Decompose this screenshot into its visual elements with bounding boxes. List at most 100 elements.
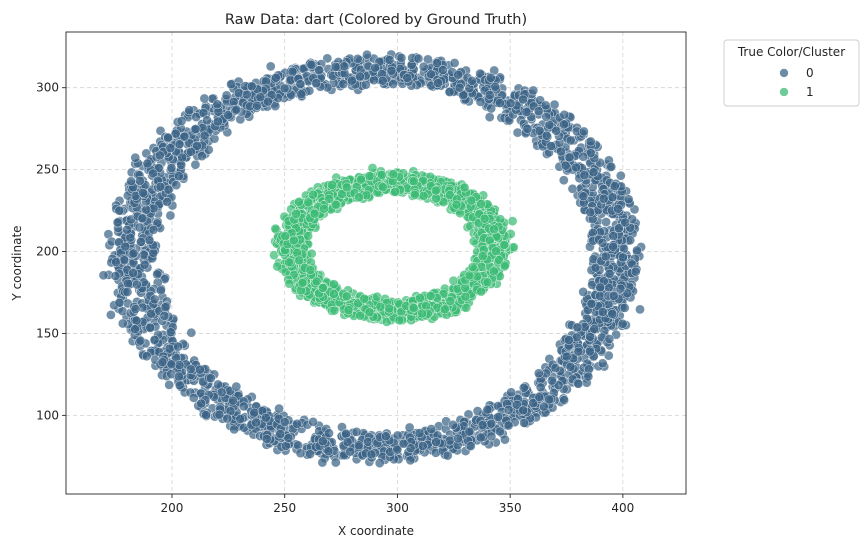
- data-point-0: [314, 65, 324, 76]
- data-point-1: [418, 190, 429, 201]
- x-tick-label: 200: [161, 501, 184, 515]
- data-point-0: [589, 324, 600, 334]
- data-point-0: [148, 224, 159, 235]
- data-point-0: [585, 332, 596, 342]
- data-point-0: [601, 217, 611, 227]
- data-point-0: [123, 278, 133, 289]
- data-point-0: [130, 324, 140, 335]
- data-point-1: [491, 246, 501, 257]
- data-point-0: [467, 76, 477, 86]
- data-point-1: [272, 261, 283, 272]
- data-point-0: [477, 420, 488, 430]
- data-point-0: [432, 58, 442, 68]
- data-point-0: [535, 382, 546, 393]
- y-tick-label: 100: [36, 408, 59, 422]
- data-point-1: [329, 279, 339, 290]
- data-point-0: [518, 382, 529, 393]
- data-point-0: [171, 180, 182, 190]
- data-point-0: [572, 322, 583, 333]
- data-point-1: [375, 301, 386, 312]
- data-point-0: [484, 90, 495, 100]
- data-point-0: [579, 170, 590, 180]
- data-point-0: [533, 368, 544, 379]
- data-point-0: [426, 69, 436, 80]
- data-point-0: [518, 94, 528, 105]
- data-point-0: [117, 318, 128, 329]
- data-point-0: [353, 440, 364, 451]
- data-point-0: [625, 235, 636, 246]
- data-point-1: [372, 291, 382, 302]
- data-point-0: [106, 310, 116, 320]
- data-point-0: [306, 59, 317, 70]
- data-point-1: [329, 289, 339, 299]
- data-point-0: [164, 380, 175, 390]
- data-point-0: [323, 446, 334, 457]
- data-point-0: [585, 136, 596, 147]
- data-point-0: [190, 124, 201, 134]
- data-point-0: [512, 127, 523, 138]
- data-point-0: [493, 412, 503, 422]
- data-point-0: [559, 109, 570, 120]
- data-point-0: [144, 235, 155, 246]
- data-point-0: [114, 205, 125, 216]
- data-point-0: [608, 241, 619, 252]
- data-point-0: [221, 90, 232, 101]
- data-point-0: [231, 104, 242, 115]
- data-point-0: [433, 78, 443, 88]
- data-point-0: [398, 438, 409, 449]
- data-point-0: [418, 61, 429, 72]
- data-point-0: [613, 223, 624, 234]
- data-point-0: [339, 61, 349, 72]
- data-point-1: [410, 190, 420, 200]
- data-point-0: [597, 307, 608, 317]
- data-point-0: [609, 181, 620, 191]
- data-point-1: [466, 195, 477, 206]
- data-point-0: [528, 398, 539, 408]
- data-point-0: [174, 171, 184, 182]
- data-point-0: [149, 294, 160, 305]
- data-point-0: [174, 380, 185, 391]
- data-point-0: [195, 364, 205, 375]
- data-point-0: [231, 381, 242, 392]
- data-point-0: [573, 346, 584, 357]
- data-point-0: [444, 87, 455, 97]
- data-point-1: [430, 185, 441, 196]
- data-point-0: [617, 318, 628, 329]
- data-point-0: [197, 151, 207, 161]
- data-point-1: [499, 239, 510, 250]
- data-point-1: [464, 270, 475, 281]
- data-point-1: [308, 189, 318, 200]
- data-point-0: [164, 343, 175, 354]
- data-point-0: [490, 81, 501, 92]
- data-point-0: [292, 419, 302, 429]
- data-point-0: [550, 363, 561, 373]
- data-point-0: [595, 282, 606, 293]
- data-point-0: [464, 426, 475, 437]
- data-point-0: [214, 409, 225, 420]
- data-point-0: [486, 103, 497, 114]
- data-point-0: [260, 412, 271, 423]
- data-point-0: [547, 375, 557, 386]
- data-point-0: [186, 147, 196, 157]
- data-point-0: [130, 304, 141, 314]
- data-point-0: [246, 81, 257, 92]
- data-point-0: [226, 79, 236, 90]
- legend-label-1: 1: [806, 85, 814, 99]
- data-point-0: [604, 334, 615, 344]
- data-point-0: [571, 162, 581, 173]
- data-point-0: [564, 152, 575, 163]
- data-point-0: [558, 175, 569, 186]
- data-point-0: [597, 238, 608, 248]
- data-point-0: [500, 434, 510, 445]
- data-point-0: [600, 251, 611, 262]
- data-point-0: [607, 309, 618, 319]
- data-point-0: [341, 428, 351, 439]
- data-point-0: [534, 392, 545, 403]
- data-point-0: [472, 406, 483, 416]
- data-point-0: [556, 146, 566, 157]
- data-point-0: [98, 270, 109, 281]
- data-point-0: [202, 115, 212, 126]
- data-point-1: [284, 257, 294, 268]
- data-point-0: [561, 351, 572, 362]
- data-point-1: [439, 304, 450, 315]
